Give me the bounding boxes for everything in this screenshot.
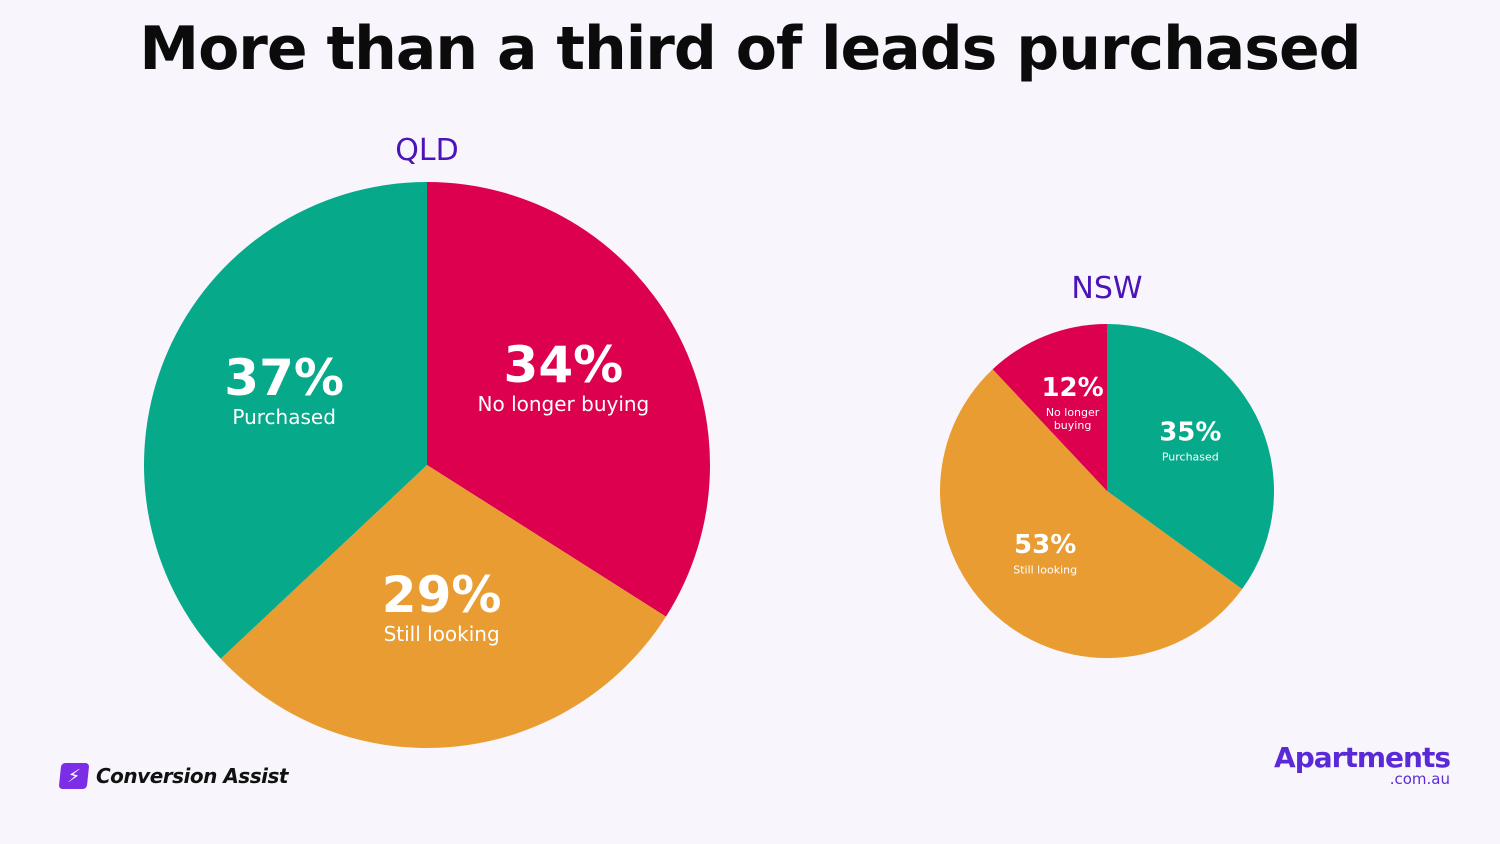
nsw-label-text-still-looking: Still looking <box>1013 563 1077 576</box>
qld-slice-still-looking <box>220 465 666 748</box>
lightning-icon: ⚡ <box>58 763 90 789</box>
apartments-logo-main: Apartments <box>1274 741 1451 774</box>
qld-label-text-purchased: Purchased <box>232 405 336 429</box>
nsw-label-text-no-longer-buying-line2: buying <box>1054 419 1091 432</box>
nsw-label-value-still-looking: 53% <box>1014 530 1076 560</box>
qld-chart-title: QLD <box>395 133 458 168</box>
qld-label-value-no-longer-buying: 34% <box>504 336 624 394</box>
nsw-label-value-no-longer-buying: 12% <box>1041 373 1103 403</box>
qld-label-value-still-looking: 29% <box>382 566 502 624</box>
nsw-slice-no-longer-buying <box>992 324 1107 491</box>
conversion-assist-text: Conversion Assist <box>96 764 288 788</box>
qld-slice-purchased <box>144 182 427 659</box>
nsw-label-text-no-longer-buying-line1: No longer <box>1046 406 1100 419</box>
conversion-assist-logo: ⚡ Conversion Assist <box>58 763 288 789</box>
nsw-slice-purchased <box>1107 324 1274 590</box>
qld-label-text-no-longer-buying: No longer buying <box>478 392 650 416</box>
apartments-logo: Apartments .com.au <box>1274 741 1451 788</box>
nsw-chart-title: NSW <box>1071 271 1142 306</box>
qld-slice-no-longer-buying <box>427 182 710 617</box>
page-title: More than a third of leads purchased <box>139 14 1361 84</box>
qld-label-text-still-looking: Still looking <box>384 622 500 646</box>
apartments-logo-sub: .com.au <box>1389 770 1450 788</box>
nsw-label-value-purchased: 35% <box>1159 418 1221 448</box>
nsw-label-text-purchased: Purchased <box>1162 451 1219 464</box>
qld-label-value-purchased: 37% <box>224 349 344 407</box>
nsw-slice-still-looking <box>940 369 1243 658</box>
